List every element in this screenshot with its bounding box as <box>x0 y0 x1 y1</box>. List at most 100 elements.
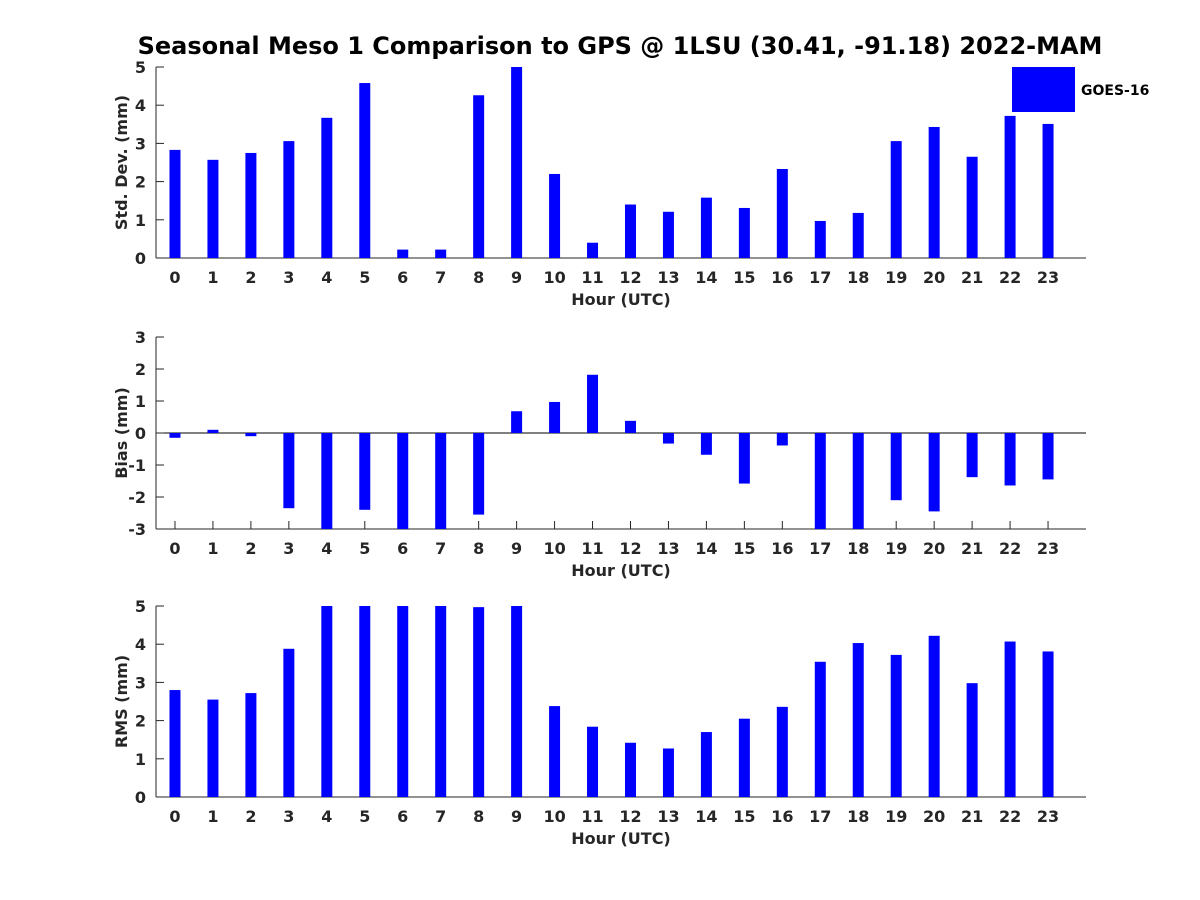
x-tick-label: 13 <box>657 807 679 826</box>
x-tick-label: 19 <box>885 539 907 558</box>
x-tick-label: 11 <box>581 539 603 558</box>
bar <box>435 606 447 797</box>
bar <box>283 141 295 258</box>
bar <box>662 748 674 797</box>
bar <box>511 606 523 797</box>
bar <box>1004 641 1016 797</box>
bar <box>207 429 219 433</box>
bar <box>435 249 447 258</box>
x-axis-label: Hour (UTC) <box>571 829 671 848</box>
x-tick-label: 17 <box>809 539 831 558</box>
bar <box>587 726 599 797</box>
x-tick-label: 5 <box>359 807 370 826</box>
bar <box>1042 433 1054 480</box>
x-tick-label: 9 <box>511 268 522 287</box>
bar <box>738 433 750 484</box>
bar <box>852 643 864 797</box>
bar <box>700 732 712 797</box>
x-tick-label: 8 <box>473 539 484 558</box>
y-tick-label: 3 <box>135 328 146 347</box>
bar <box>1004 433 1016 486</box>
bar <box>359 433 371 510</box>
x-tick-label: 14 <box>695 539 717 558</box>
bar <box>776 168 788 258</box>
bar <box>662 433 674 444</box>
x-tick-label: 14 <box>695 807 717 826</box>
bar <box>890 654 902 797</box>
legend: GOES-16 <box>1012 67 1149 112</box>
x-tick-label: 2 <box>245 807 256 826</box>
y-tick-label: -2 <box>128 488 146 507</box>
bar <box>397 249 409 258</box>
y-tick-label: 5 <box>135 597 146 616</box>
x-tick-label: 15 <box>733 539 755 558</box>
legend-label-goes-16: GOES-16 <box>1081 83 1149 99</box>
x-tick-label: 21 <box>961 539 983 558</box>
bar <box>245 693 257 797</box>
x-tick-label: 20 <box>923 268 945 287</box>
x-tick-label: 21 <box>961 268 983 287</box>
bar <box>473 95 485 258</box>
bar <box>169 149 181 258</box>
bar <box>207 699 219 797</box>
x-tick-label: 15 <box>733 807 755 826</box>
bar <box>587 242 599 258</box>
y-tick-label: -3 <box>128 520 146 539</box>
bar <box>928 126 940 258</box>
x-tick-label: 9 <box>511 539 522 558</box>
bar <box>321 606 333 797</box>
x-tick-label: 22 <box>999 268 1021 287</box>
x-tick-label: 23 <box>1037 268 1059 287</box>
x-tick-label: 7 <box>435 539 446 558</box>
bar <box>814 661 826 797</box>
y-tick-label: 0 <box>135 249 146 268</box>
x-tick-label: 7 <box>435 807 446 826</box>
bar <box>966 433 978 478</box>
bar <box>245 433 257 437</box>
x-tick-label: 0 <box>169 268 180 287</box>
bar <box>397 606 409 797</box>
bar <box>776 433 788 446</box>
x-tick-label: 7 <box>435 268 446 287</box>
bar <box>321 117 333 258</box>
bar <box>435 433 447 529</box>
x-tick-label: 4 <box>321 807 332 826</box>
x-tick-label: 22 <box>999 807 1021 826</box>
y-tick-label: -1 <box>128 456 146 475</box>
bar <box>700 433 712 455</box>
y-tick-label: 0 <box>135 788 146 807</box>
bar <box>624 204 636 258</box>
y-tick-label: 3 <box>135 134 146 153</box>
legend-swatch-goes-16 <box>1012 67 1075 112</box>
bar <box>511 67 523 258</box>
bar <box>473 607 485 797</box>
bar <box>549 401 561 433</box>
bar <box>966 683 978 797</box>
bar <box>928 433 940 512</box>
x-tick-label: 10 <box>543 807 565 826</box>
bar <box>473 433 485 515</box>
bar <box>624 742 636 797</box>
x-axis-label: Hour (UTC) <box>571 561 671 580</box>
bar <box>814 433 826 529</box>
x-tick-label: 17 <box>809 807 831 826</box>
bar <box>1004 115 1016 259</box>
bar <box>814 220 826 258</box>
bar <box>890 141 902 258</box>
x-tick-label: 3 <box>283 539 294 558</box>
x-tick-label: 19 <box>885 268 907 287</box>
x-tick-label: 18 <box>847 807 869 826</box>
x-tick-label: 16 <box>771 807 793 826</box>
bar <box>397 433 409 529</box>
bar <box>245 152 257 258</box>
bar <box>549 706 561 797</box>
x-tick-label: 10 <box>543 268 565 287</box>
x-tick-label: 12 <box>619 268 641 287</box>
x-tick-label: 6 <box>397 268 408 287</box>
x-tick-label: 1 <box>207 807 218 826</box>
y-tick-label: 0 <box>135 424 146 443</box>
x-tick-label: 11 <box>581 268 603 287</box>
